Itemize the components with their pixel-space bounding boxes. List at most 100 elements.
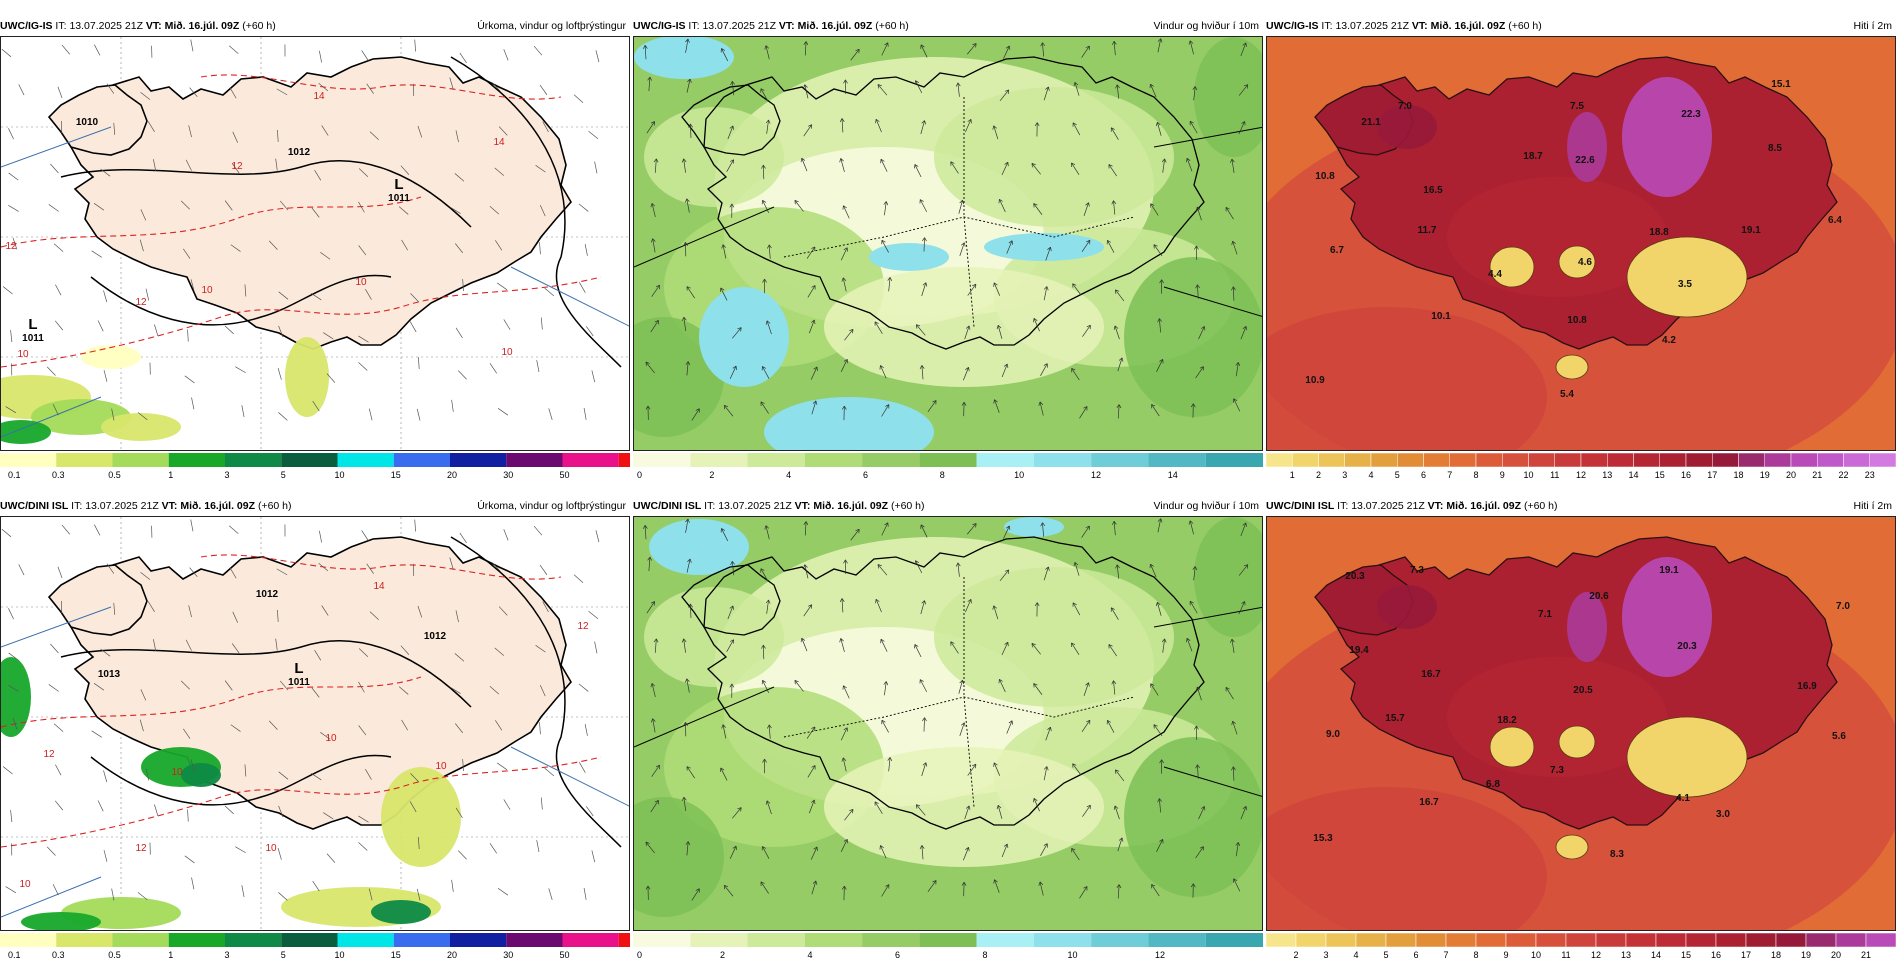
scale-tick-label: 1	[168, 470, 173, 480]
scale-tick-label: 20	[447, 470, 457, 480]
temperature-isoline-label: 12	[135, 297, 147, 308]
temperature-label: 7.3	[1550, 765, 1564, 776]
color-swatch	[225, 453, 281, 467]
gust-area	[699, 287, 789, 387]
temperature-label: 19.1	[1659, 565, 1679, 576]
color-swatch	[1424, 453, 1450, 467]
temperature-label: 5.6	[1832, 731, 1846, 742]
product-title: Úrkoma, vindur og loftþrýstingur	[477, 16, 626, 36]
lead-time: (+60 h)	[1508, 20, 1542, 32]
color-swatch	[1607, 453, 1633, 467]
temperature-label: 3.0	[1716, 809, 1730, 820]
it-label: IT:	[55, 20, 66, 32]
panel-header: UWC/IG-IS IT: 13.07.2025 21Z VT: Mið. 16…	[1266, 16, 1896, 36]
precip-area	[181, 763, 221, 787]
model-name: UWC/IG-IS	[1266, 20, 1319, 32]
color-swatch	[1536, 933, 1566, 947]
vt-time: Mið. 16.júl. 09Z	[1446, 500, 1521, 512]
it-label: IT:	[1321, 20, 1332, 32]
map-wind[interactable]	[633, 36, 1263, 451]
scale-tick-label: 7	[1447, 470, 1452, 480]
scale-tick-label: 15	[391, 950, 401, 960]
scale-tick-label: 20	[1831, 950, 1841, 960]
it-label: IT:	[704, 500, 715, 512]
scale-tick-label: 9	[1500, 470, 1505, 480]
precip-area	[371, 900, 431, 924]
panel-header: UWC/DINI ISL IT: 13.07.2025 21Z VT: Mið.…	[633, 496, 1263, 516]
it-time: 13.07.2025 21Z	[702, 20, 776, 32]
color-swatch	[1292, 453, 1318, 467]
color-swatch	[450, 933, 506, 947]
temperature-label: 16.7	[1419, 797, 1439, 808]
scale-tick-label: 4	[786, 470, 791, 480]
temperature-label: 20.6	[1589, 591, 1609, 602]
color-swatch	[169, 933, 225, 947]
scale-tick-label: 10	[1531, 950, 1541, 960]
scale-tick-label: 5	[281, 950, 286, 960]
scale-tick-label: 2	[1316, 470, 1321, 480]
vt-label: VT:	[146, 20, 162, 32]
product-title: Vindur og hviður í 10m	[1154, 16, 1259, 36]
color-swatch	[1596, 933, 1626, 947]
temperature-label: 8.5	[1768, 143, 1782, 154]
scale-tick-label: 10	[1014, 470, 1024, 480]
scale-tick-label: 3	[1342, 470, 1347, 480]
color-swatch	[1502, 453, 1528, 467]
scale-tick-label: 14	[1651, 950, 1661, 960]
vt-label: VT:	[162, 500, 178, 512]
warm-core	[1377, 585, 1437, 629]
warm-core	[1567, 112, 1607, 182]
temperature-label: 19.4	[1349, 645, 1369, 656]
temperature-isoline-label: 10	[171, 767, 183, 778]
scale-tick-label: 0.5	[108, 470, 121, 480]
color-swatch	[919, 453, 976, 467]
scale-tick-label: 10	[334, 950, 344, 960]
map-wind[interactable]	[633, 516, 1263, 931]
color-swatch	[1416, 933, 1446, 947]
temperature-isoline-label: 10	[325, 733, 337, 744]
scale-tick-label: 0.5	[108, 950, 121, 960]
precip-area	[381, 767, 461, 867]
it-time: 13.07.2025 21Z	[85, 500, 159, 512]
color-swatch	[1806, 933, 1836, 947]
color-swatch	[1091, 453, 1148, 467]
lead-time: (+60 h)	[875, 20, 909, 32]
glacier-cool-area	[1556, 835, 1588, 859]
product-title: Hiti í 2m	[1853, 16, 1892, 36]
scale-tick-label: 12	[1576, 470, 1586, 480]
glacier-cool-area	[1556, 355, 1588, 379]
color-swatch	[1844, 453, 1870, 467]
scale-tick-label: 15	[1655, 470, 1665, 480]
gust-area	[634, 37, 734, 79]
scale-tick-label: 19	[1801, 950, 1811, 960]
isobar-label: 1011	[288, 677, 310, 688]
temperature-label: 16.7	[1421, 669, 1441, 680]
color-swatch	[113, 453, 169, 467]
temperature-label: 18.8	[1649, 227, 1669, 238]
color-swatch	[1206, 453, 1263, 467]
temperature-isoline-label: 12	[577, 621, 589, 632]
it-label: IT:	[1337, 500, 1348, 512]
color-swatch	[1476, 933, 1506, 947]
color-swatch	[113, 933, 169, 947]
vt-time: Mið. 16.júl. 09Z	[813, 500, 888, 512]
glacier-cool-area	[1559, 726, 1595, 758]
temperature-label: 6.7	[1330, 245, 1344, 256]
temperature-isoline-label: 10	[265, 843, 277, 854]
it-label: IT:	[71, 500, 82, 512]
panel-dini-wind: UWC/DINI ISL IT: 13.07.2025 21Z VT: Mið.…	[633, 496, 1263, 966]
scale-tick-label: 7	[1443, 950, 1448, 960]
color-swatch	[1450, 453, 1476, 467]
scale-tick-label: 3	[224, 470, 229, 480]
temperature-label: 22.3	[1681, 109, 1701, 120]
panel-header: UWC/IG-IS IT: 13.07.2025 21Z VT: Mið. 16…	[0, 16, 630, 36]
scale-tick-label: 20	[1786, 470, 1796, 480]
